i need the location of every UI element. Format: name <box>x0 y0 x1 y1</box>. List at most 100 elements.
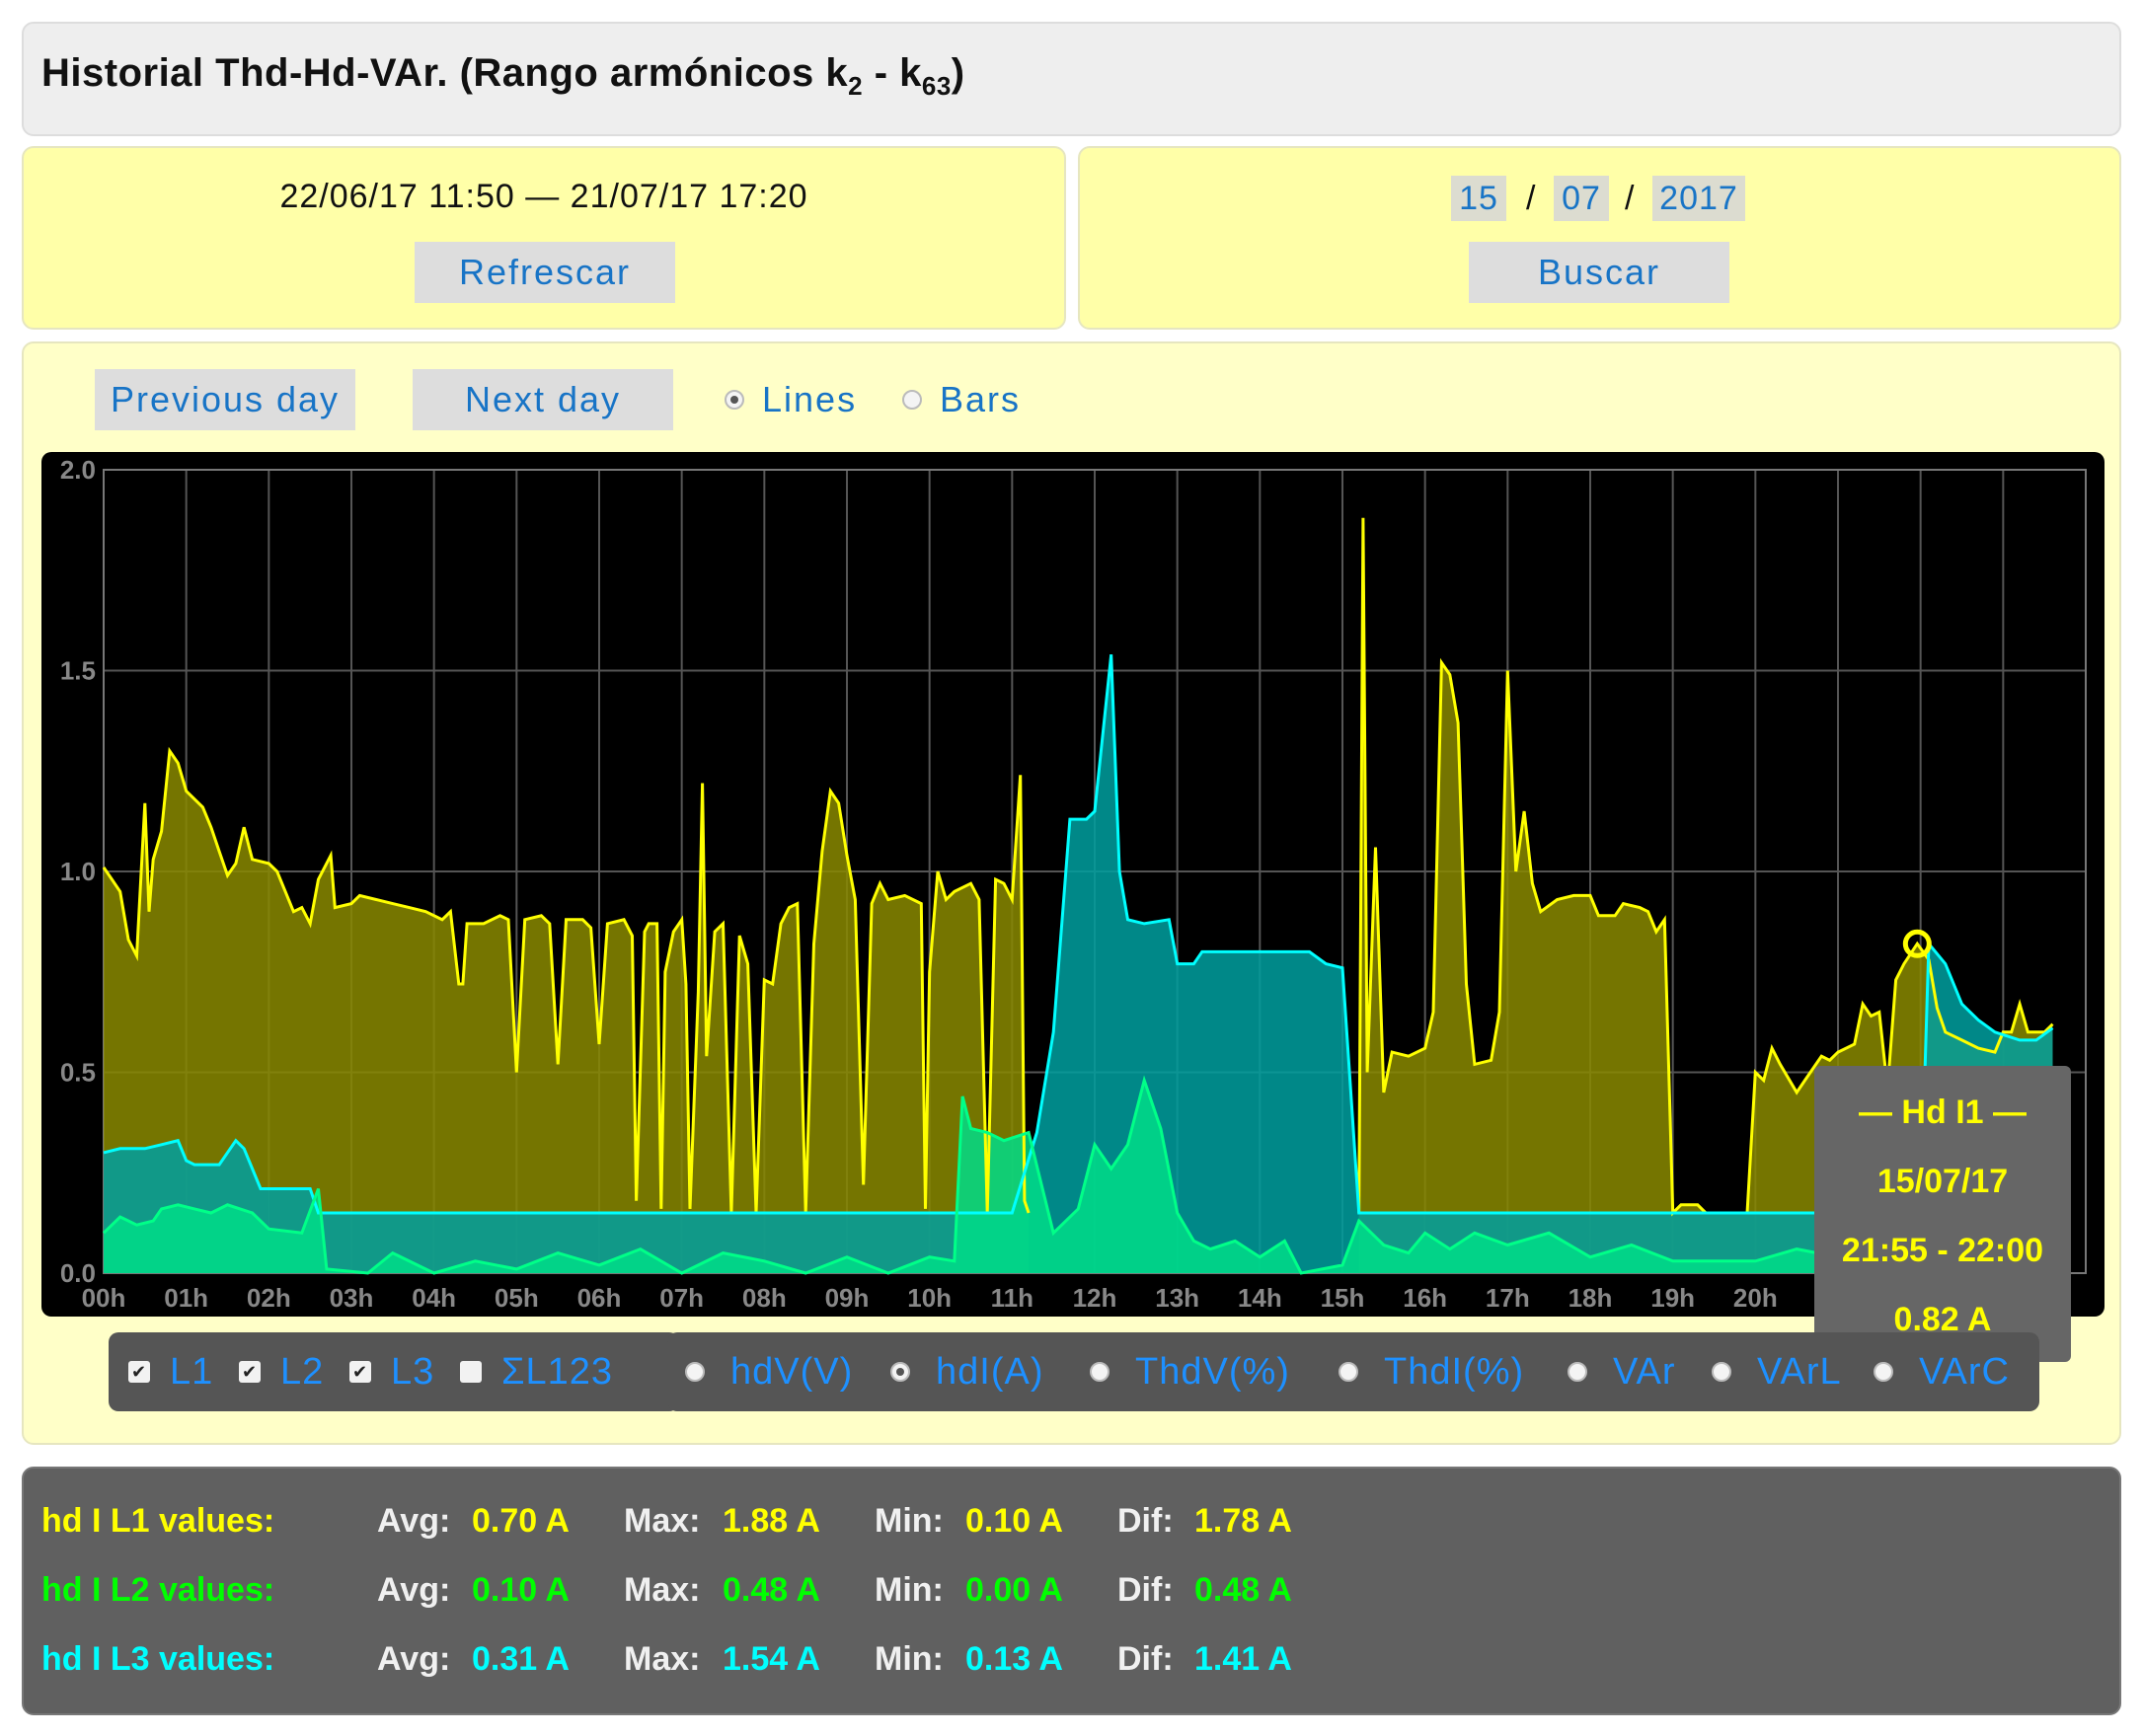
x-tick-label: 08h <box>742 1283 787 1313</box>
chart-panel: Previous day Next day Lines Bars 0.0 0.5 1… <box>22 341 2121 1445</box>
x-tick-label: 00h <box>82 1283 126 1313</box>
date-separator: / <box>1526 179 1536 217</box>
checkbox-sum[interactable] <box>460 1361 482 1383</box>
stats-row-l3: hd I L3 values: Avg: 0.31 A Max: 1.54 A … <box>24 1624 2119 1694</box>
metric-thdv-label: ThdV(%) <box>1135 1350 1290 1393</box>
metric-hdv-label: hdV(V) <box>730 1350 854 1393</box>
metric-varc[interactable]: VArC <box>1874 1332 2010 1411</box>
x-tick-label: 03h <box>330 1283 374 1313</box>
metric-varc-label: VArC <box>1919 1350 2010 1393</box>
line-toggle-group: ✔ L1 ✔ L2 ✔ L3 ΣL123 <box>109 1332 679 1411</box>
metric-var-label: VAr <box>1613 1350 1676 1393</box>
x-tick-label: 04h <box>412 1283 456 1313</box>
metric-var[interactable]: VAr <box>1568 1332 1676 1411</box>
metric-hdv[interactable]: hdV(V) <box>685 1332 853 1411</box>
range-panel: 22/06/17 11:50 — 21/07/17 17:20 Refresca… <box>22 146 1066 330</box>
checkbox-l1[interactable]: ✔ <box>128 1361 150 1383</box>
x-tick-label: 13h <box>1155 1283 1199 1313</box>
y-tick-label: 2.0 <box>60 455 96 485</box>
y-tick-label: 0.0 <box>60 1258 96 1288</box>
dif-value: 1.41 A <box>1194 1640 1292 1678</box>
min-label: Min: <box>875 1571 944 1609</box>
stats-label: hd I L2 values: <box>41 1571 275 1609</box>
title-panel: Historial Thd-Hd-VAr. (Rango armónicos k… <box>22 22 2121 136</box>
radio-thdv[interactable] <box>1090 1362 1110 1382</box>
previous-day-button[interactable]: Previous day <box>95 369 355 430</box>
metric-hdi-label: hdI(A) <box>936 1350 1044 1393</box>
metric-varl-label: VArL <box>1757 1350 1842 1393</box>
stats-row-l2: hd I L2 values: Avg: 0.10 A Max: 0.48 A … <box>24 1555 2119 1624</box>
toggle-sum-label: ΣL123 <box>501 1350 614 1393</box>
radio-hdv[interactable] <box>685 1362 705 1382</box>
search-panel: 15 / 07 / 2017 Buscar <box>1078 146 2121 330</box>
metric-hdi[interactable]: hdI(A) <box>890 1332 1043 1411</box>
bars-label: Bars <box>940 379 1022 419</box>
metric-thdi-label: ThdI(%) <box>1384 1350 1525 1393</box>
lines-mode-option[interactable]: Lines <box>725 373 857 426</box>
radio-thdi[interactable] <box>1339 1362 1358 1382</box>
avg-value: 0.31 A <box>472 1640 570 1678</box>
year-field[interactable]: 2017 <box>1652 176 1745 221</box>
toggle-l3[interactable]: ✔ L3 <box>349 1332 434 1411</box>
x-tick-label: 14h <box>1238 1283 1282 1313</box>
avg-label: Avg: <box>377 1502 451 1540</box>
refresh-button[interactable]: Refrescar <box>415 242 675 303</box>
toggle-l2[interactable]: ✔ L2 <box>239 1332 324 1411</box>
chart-area[interactable]: 0.0 0.5 1.0 1.5 2.0 00h 01h 02h 03h 04h 05h 06h 07h 0… <box>41 452 2105 1362</box>
avg-label: Avg: <box>377 1571 451 1609</box>
day-field[interactable]: 15 <box>1451 176 1506 221</box>
tooltip-title: — Hd I1 — <box>1858 1094 2028 1131</box>
x-tick-label: 10h <box>907 1283 952 1313</box>
x-tick-label: 06h <box>577 1283 622 1313</box>
x-tick-label: 20h <box>1733 1283 1778 1313</box>
series-line-l2 <box>102 1075 2053 1275</box>
radio-hdi[interactable] <box>890 1362 910 1382</box>
tooltip-time: 21:55 - 22:00 <box>1841 1232 2044 1269</box>
x-tick-label: 05h <box>495 1283 539 1313</box>
min-label: Min: <box>875 1640 944 1678</box>
page-title: Historial Thd-Hd-VAr. (Rango armónicos k… <box>41 51 965 101</box>
tooltip-date: 15/07/17 <box>1876 1163 2009 1200</box>
month-field[interactable]: 07 <box>1554 176 1609 221</box>
next-day-button[interactable]: Next day <box>413 369 673 430</box>
bars-mode-option[interactable]: Bars <box>902 373 1021 426</box>
checkbox-l3[interactable]: ✔ <box>349 1361 371 1383</box>
lines-label: Lines <box>762 379 858 419</box>
chart-tooltip: — Hd I1 — 15/07/17 21:55 - 22:00 0.82 A <box>1814 1066 2071 1362</box>
dif-label: Dif: <box>1117 1571 1174 1609</box>
x-tick-label: 18h <box>1569 1283 1613 1313</box>
stats-panel: hd I L1 values: Avg: 0.70 A Max: 1.88 A … <box>22 1467 2121 1715</box>
series-line-l3 <box>103 654 2054 1215</box>
x-tick-label: 07h <box>659 1283 704 1313</box>
lines-radio[interactable] <box>725 390 744 410</box>
radio-var[interactable] <box>1568 1362 1587 1382</box>
x-tick-label: 15h <box>1321 1283 1365 1313</box>
dif-value: 1.78 A <box>1194 1502 1292 1540</box>
dif-label: Dif: <box>1117 1502 1174 1540</box>
avg-value: 0.10 A <box>472 1571 570 1609</box>
highlight-marker <box>1902 929 1932 958</box>
toggle-l1[interactable]: ✔ L1 <box>128 1332 213 1411</box>
tooltip-value: 0.82 A <box>1893 1301 1992 1338</box>
radio-varc[interactable] <box>1874 1362 1893 1382</box>
radio-varl[interactable] <box>1712 1362 1731 1382</box>
stats-label: hd I L1 values: <box>41 1502 275 1540</box>
search-button[interactable]: Buscar <box>1469 242 1729 303</box>
x-tick-label: 02h <box>247 1283 291 1313</box>
bars-radio[interactable] <box>902 390 922 410</box>
toggle-sum[interactable]: ΣL123 <box>460 1332 613 1411</box>
metric-varl[interactable]: VArL <box>1712 1332 1842 1411</box>
checkbox-l2[interactable]: ✔ <box>239 1361 261 1383</box>
x-tick-label: 16h <box>1403 1283 1447 1313</box>
min-value: 0.00 A <box>965 1571 1063 1609</box>
dif-value: 0.48 A <box>1194 1571 1292 1609</box>
series-area-l2 <box>104 1080 2053 1273</box>
toggle-l2-label: L2 <box>280 1350 325 1393</box>
avg-value: 0.70 A <box>472 1502 570 1540</box>
metric-thdv[interactable]: ThdV(%) <box>1090 1332 1290 1411</box>
metric-thdi[interactable]: ThdI(%) <box>1339 1332 1524 1411</box>
avg-label: Avg: <box>377 1640 451 1678</box>
max-value: 1.88 A <box>723 1502 820 1540</box>
max-value: 0.48 A <box>723 1571 820 1609</box>
harmonics-chart[interactable]: 0.0 0.5 1.0 1.5 2.0 00h 01h 02h 03h 04h 05h 06h 07h 0… <box>41 452 2105 1317</box>
